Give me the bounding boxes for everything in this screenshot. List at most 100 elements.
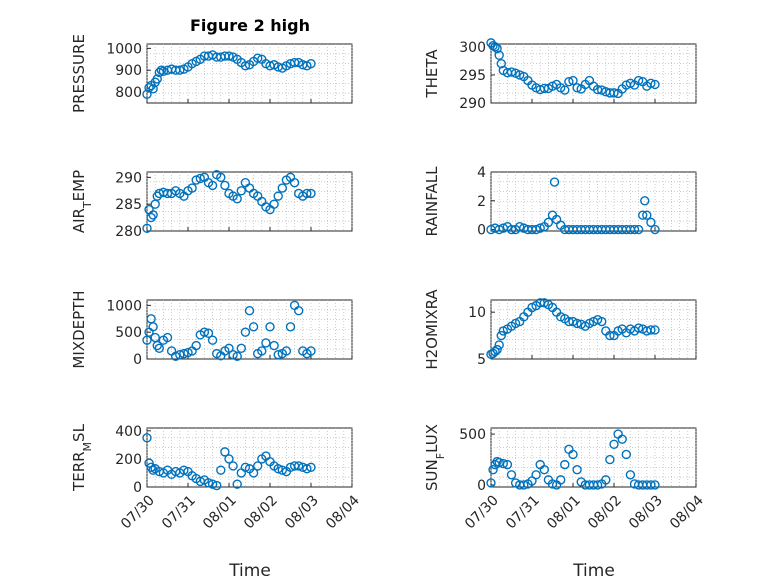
- data-point: [232, 351, 242, 362]
- x-tick-label: 08/03: [282, 493, 322, 533]
- data-point: [609, 88, 619, 98]
- y-tick-label: 0: [133, 352, 142, 368]
- data-point: [556, 475, 566, 485]
- data-point: [640, 196, 650, 206]
- data-point: [597, 316, 607, 327]
- data-point: [281, 346, 292, 356]
- data-point: [269, 199, 279, 209]
- data-point: [531, 224, 541, 235]
- data-point: [492, 43, 502, 54]
- data-point: [646, 78, 656, 89]
- subplot-h2omixra: 5 10 H2OMIXRA: [423, 289, 697, 370]
- y-tick-label: 10: [468, 305, 486, 321]
- data-point: [142, 433, 152, 443]
- data-point: [240, 61, 251, 71]
- subplot-pressure: 800 900 1000 PRESSURE: [70, 34, 353, 113]
- data-point: [248, 468, 259, 478]
- data-point: [568, 75, 578, 86]
- data-point: [170, 351, 181, 362]
- data-point: [253, 461, 263, 471]
- data-point: [240, 462, 251, 473]
- data-point: [515, 70, 525, 80]
- data-point: [306, 462, 316, 473]
- data-point: [142, 89, 152, 99]
- data-point: [506, 224, 517, 235]
- data-point: [646, 480, 656, 490]
- x-tick-label: 07/30: [118, 493, 158, 533]
- data-point: [294, 306, 304, 316]
- data-point: [535, 223, 545, 233]
- data-point: [257, 346, 267, 356]
- data-point: [175, 65, 185, 75]
- data-point: [302, 464, 312, 474]
- y-axis-label: H2OMIXRA: [423, 289, 441, 370]
- figure-title: Figure 2 high: [190, 16, 310, 35]
- x-tick-label: 07/31: [159, 493, 199, 533]
- data-point: [543, 217, 554, 228]
- data-point: [148, 210, 158, 220]
- data-point: [294, 461, 304, 471]
- data-point: [510, 68, 521, 78]
- data-point: [244, 306, 255, 316]
- data-point: [183, 347, 193, 358]
- data-point: [506, 470, 517, 480]
- data-point: [572, 465, 582, 475]
- data-point: [152, 74, 162, 84]
- data-point: [539, 83, 549, 94]
- y-tick-label: 0: [477, 223, 486, 239]
- y-tick-label: 290: [115, 170, 142, 186]
- x-tick-label: 08/04: [323, 492, 363, 532]
- data-point: [549, 177, 560, 187]
- data-point: [289, 57, 300, 68]
- y-axis-label: MIXDEPTH: [70, 290, 88, 368]
- data-point: [154, 67, 165, 78]
- data-point: [203, 328, 214, 338]
- data-point: [609, 439, 619, 449]
- data-point: [224, 454, 234, 464]
- data-point: [207, 180, 218, 191]
- data-point: [488, 465, 498, 475]
- data-point: [306, 346, 316, 356]
- data-point: [498, 458, 508, 469]
- y-axis-label: PRESSURE: [70, 34, 88, 113]
- data-point: [211, 480, 222, 491]
- data-point: [289, 178, 300, 188]
- data-point: [617, 434, 627, 444]
- data-point: [490, 42, 500, 52]
- subplot-terr-msl: 0 200 400 07/30 07/31 08/01 08/02 08/03 08/04 TER…: [70, 423, 363, 532]
- data-point: [605, 454, 615, 465]
- data-point: [273, 350, 283, 360]
- y-axis-label: RAINFALL: [423, 166, 441, 237]
- data-point: [207, 335, 218, 345]
- data-point: [162, 188, 173, 199]
- data-point: [496, 58, 506, 69]
- data-point: [506, 67, 517, 77]
- data-point: [496, 330, 506, 341]
- data-point: [592, 84, 603, 95]
- y-tick-label: 900: [115, 63, 142, 79]
- data-point: [519, 480, 529, 490]
- y-axis-label: AIRTEMP: [70, 170, 94, 233]
- data-point: [633, 75, 644, 86]
- y-tick-label: 5: [477, 352, 486, 368]
- data-point: [152, 340, 162, 351]
- data-point: [199, 327, 210, 337]
- data-point: [216, 465, 226, 475]
- data-point: [273, 191, 283, 201]
- y-tick-label: 1000: [106, 298, 142, 314]
- data-point: [236, 186, 247, 196]
- data-point: [306, 188, 316, 199]
- x-tick-label: 07/30: [462, 493, 502, 533]
- data-point: [502, 459, 513, 470]
- data-point: [564, 76, 574, 87]
- subplot-rainfall: 0 2 4 RAINFALL: [423, 165, 697, 239]
- data-point: [638, 210, 648, 220]
- subplot-mixdepth: 0 500 1000 MIXDEPTH: [70, 290, 353, 369]
- data-point: [560, 85, 570, 95]
- subplot-air-temp: 280 285 290 AIRTEMP: [70, 170, 353, 240]
- data-point: [547, 479, 558, 489]
- y-axis-label: THETA: [423, 49, 441, 99]
- data-point: [261, 338, 271, 348]
- data-point: [633, 224, 644, 235]
